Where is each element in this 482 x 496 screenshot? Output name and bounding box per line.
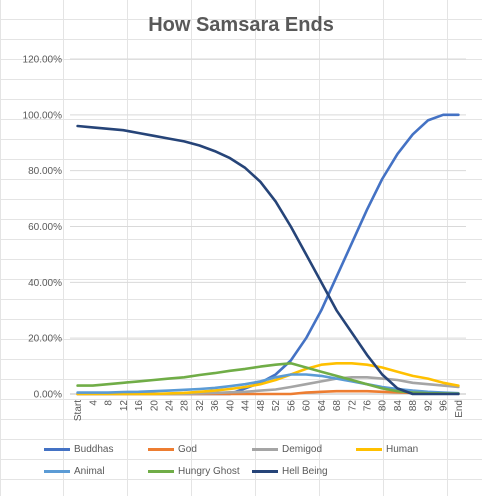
series-line-hell-being (76, 124, 460, 396)
series-line-buddhas (76, 113, 460, 396)
x-tick-label: 52 (271, 400, 282, 412)
x-tick-label: 80 (378, 400, 389, 412)
x-tick-label: 96 (439, 400, 450, 412)
legend-item-hungry-ghost: Hungry Ghost (148, 466, 240, 477)
x-tick-label: 60 (302, 400, 313, 412)
legend-swatch (252, 448, 278, 451)
series-line-human (76, 361, 460, 396)
legend-item-hell-being: Hell Being (252, 466, 328, 477)
x-tick-label: 20 (149, 400, 160, 412)
y-tick-label: 20.00% (28, 334, 62, 345)
y-tick-label: 120.00% (23, 55, 63, 66)
series-line-animal (76, 373, 460, 395)
x-tick-label: 28 (180, 400, 191, 412)
x-tick-label: 16 (134, 400, 145, 412)
legend-swatch (148, 470, 174, 473)
legend-item-animal: Animal (44, 466, 105, 477)
y-tick-label: 80.00% (28, 166, 62, 177)
legend-item-god: God (148, 444, 197, 455)
legend-swatch (252, 470, 278, 473)
x-tick-label: 40 (225, 400, 236, 412)
x-tick-label: 32 (195, 400, 206, 412)
series-line-hungry-ghost (76, 361, 460, 396)
x-tick-label: 56 (286, 400, 297, 412)
legend-swatch (44, 470, 70, 473)
legend-swatch (356, 448, 382, 451)
x-tick-label: 8 (104, 400, 115, 406)
x-tick-label: 12 (119, 400, 130, 412)
x-tick-label: Start (73, 400, 84, 421)
x-tick-label: 64 (317, 400, 328, 412)
legend-swatch (44, 448, 70, 451)
legend-label: God (178, 444, 197, 455)
legend-item-demigod: Demigod (252, 444, 322, 455)
legend-label: Animal (74, 466, 105, 477)
x-tick-label: 92 (423, 400, 434, 412)
x-tick-label: 76 (363, 400, 374, 412)
x-tick-label: 88 (408, 400, 419, 412)
chart-title: How Samsara Ends (148, 14, 334, 36)
legend-label: Buddhas (74, 444, 114, 455)
legend-label: Hungry Ghost (178, 466, 240, 477)
legend-item-human: Human (356, 444, 418, 455)
x-tick-label: 36 (210, 400, 221, 412)
x-tick-label: 84 (393, 400, 404, 412)
legend-label: Human (386, 444, 419, 455)
legend-label: Demigod (282, 444, 323, 455)
legend-label: Hell Being (282, 466, 328, 477)
legend-item-buddhas: Buddhas (44, 444, 113, 455)
x-tick-label: 24 (165, 400, 176, 412)
y-tick-label: 60.00% (28, 222, 62, 233)
y-tick-label: 40.00% (28, 278, 62, 289)
x-tick-label: 68 (332, 400, 343, 412)
x-tick-label: 4 (88, 400, 99, 406)
x-tick-label: End (454, 400, 465, 418)
y-tick-label: 100.00% (23, 110, 63, 121)
x-tick-label: 48 (256, 400, 267, 412)
x-tick-label: 44 (241, 400, 252, 412)
y-tick-label: 0.00% (34, 390, 62, 401)
legend-swatch (148, 448, 174, 451)
x-tick-label: 72 (347, 400, 358, 412)
